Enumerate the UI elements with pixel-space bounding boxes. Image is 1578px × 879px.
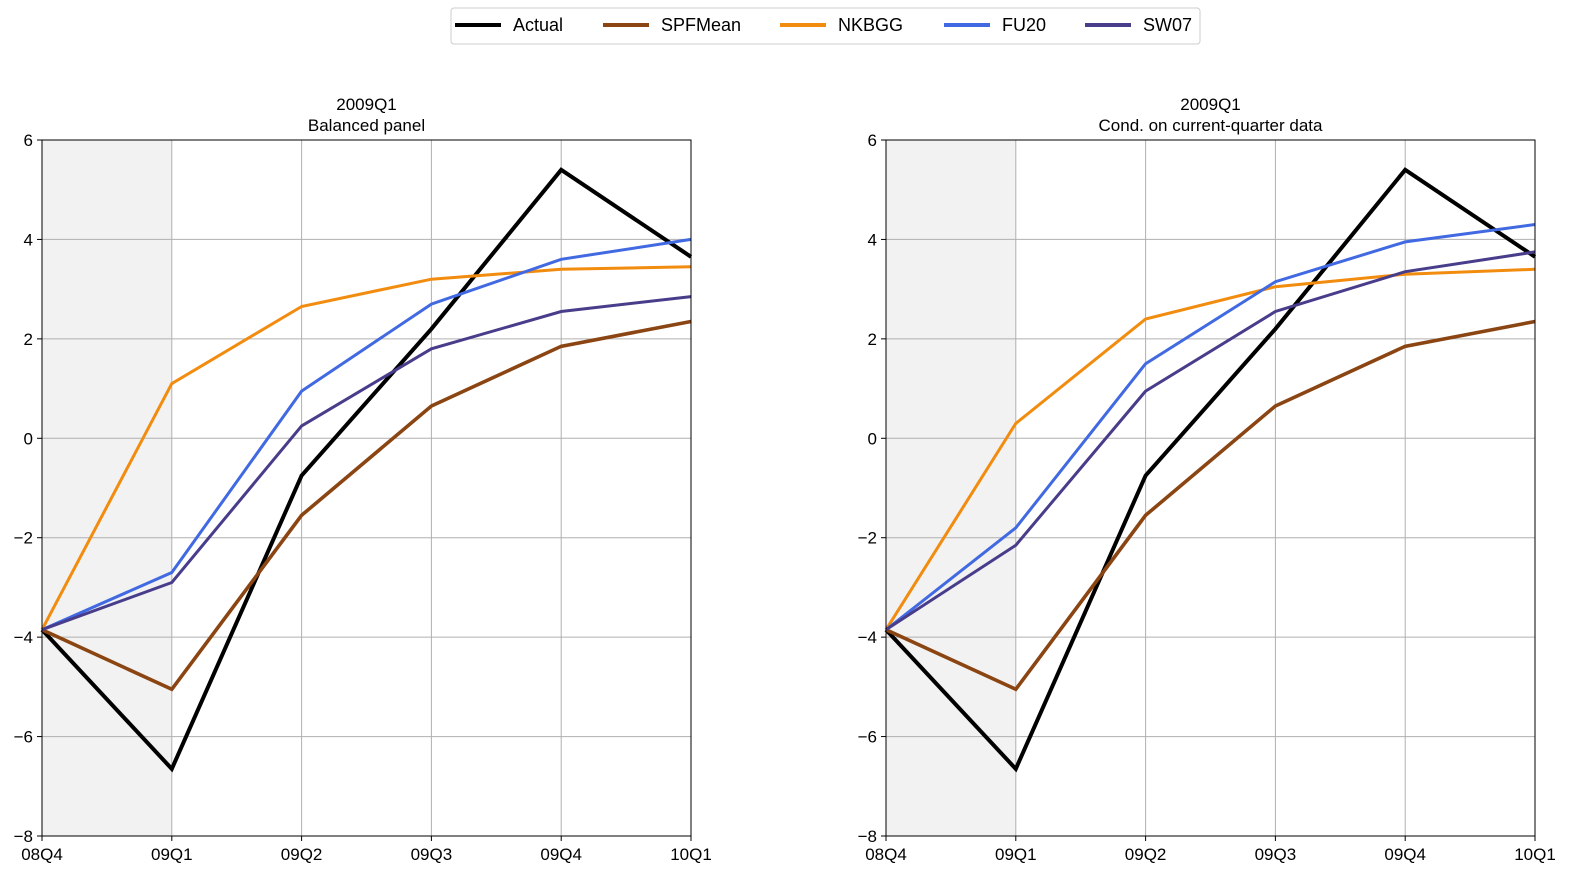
x-tick-label: 09Q1 [151, 845, 193, 864]
legend-label: Actual [513, 15, 563, 35]
axes-frame [41, 139, 692, 837]
y-tick-label: 4 [868, 230, 877, 249]
axes-frame [885, 139, 1536, 837]
x-tick-label: 09Q4 [540, 845, 582, 864]
x-tick-label: 09Q3 [1255, 845, 1297, 864]
x-tick-label: 09Q2 [1125, 845, 1167, 864]
x-tick-label: 09Q4 [1384, 845, 1426, 864]
y-tick-label: 6 [24, 131, 33, 150]
y-tick-label: −8 [14, 827, 33, 846]
y-tick-label: 4 [24, 230, 33, 249]
chart-subtitle: Cond. on current-quarter data [1099, 116, 1324, 135]
series-line-actual [40, 167, 693, 773]
series-line-spfmean [885, 319, 1536, 692]
y-tick-label: 2 [868, 330, 877, 349]
y-tick-label: −4 [14, 628, 33, 647]
y-tick-label: 2 [24, 330, 33, 349]
y-tick-label: −2 [14, 529, 33, 548]
chart-title: 2009Q1 [336, 95, 397, 114]
legend-label: NKBGG [838, 15, 903, 35]
legend-label: SPFMean [661, 15, 741, 35]
x-tick-label: 10Q1 [670, 845, 712, 864]
legend-item-actual: Actual [455, 15, 563, 35]
legend-item-fu20: FU20 [944, 15, 1046, 35]
chart-title: 2009Q1 [1180, 95, 1241, 114]
x-tick-label: 09Q3 [411, 845, 453, 864]
legend-item-spfmean: SPFMean [603, 15, 741, 35]
legend-item-sw07: SW07 [1085, 15, 1192, 35]
y-tick-label: −6 [858, 728, 877, 747]
chart-subtitle: Balanced panel [308, 116, 425, 135]
series-line-nkbgg [884, 267, 1536, 631]
x-tick-label: 09Q2 [281, 845, 323, 864]
shaded-region [42, 140, 172, 836]
legend-label: FU20 [1002, 15, 1046, 35]
y-tick-label: 6 [868, 131, 877, 150]
series-line-spfmean [41, 319, 692, 692]
series-line-fu20 [885, 223, 1536, 631]
series-line-nkbgg [40, 265, 692, 631]
y-tick-label: −4 [858, 628, 877, 647]
legend-label: SW07 [1143, 15, 1192, 35]
legend-item-nkbgg: NKBGG [780, 15, 903, 35]
series-line-sw07 [41, 295, 692, 632]
x-tick-label: 08Q4 [865, 845, 907, 864]
y-tick-label: 0 [868, 429, 877, 448]
series-line-fu20 [41, 237, 692, 632]
x-tick-label: 08Q4 [21, 845, 63, 864]
chart-panel-1: −8 −6 −4 −2 0 2 4 6 08Q4 09Q1 09Q2 09Q3 09Q4 10Q1 2009… [14, 95, 712, 864]
series-line-actual [884, 167, 1537, 773]
y-tick-label: 0 [24, 429, 33, 448]
y-tick-label: −2 [858, 529, 877, 548]
y-tick-label: −6 [14, 728, 33, 747]
series-line-sw07 [885, 250, 1536, 631]
x-tick-label: 09Q1 [995, 845, 1037, 864]
chart-panel-2: −8 −6 −4 −2 0 2 4 6 08Q4 09Q1 09Q2 09Q3 09Q4 10Q1 2009… [858, 95, 1556, 864]
y-tick-label: −8 [858, 827, 877, 846]
legend: Actual SPFMean NKBGG FU20 SW07 [450, 7, 1201, 45]
shaded-region [886, 140, 1016, 836]
x-tick-label: 10Q1 [1514, 845, 1556, 864]
